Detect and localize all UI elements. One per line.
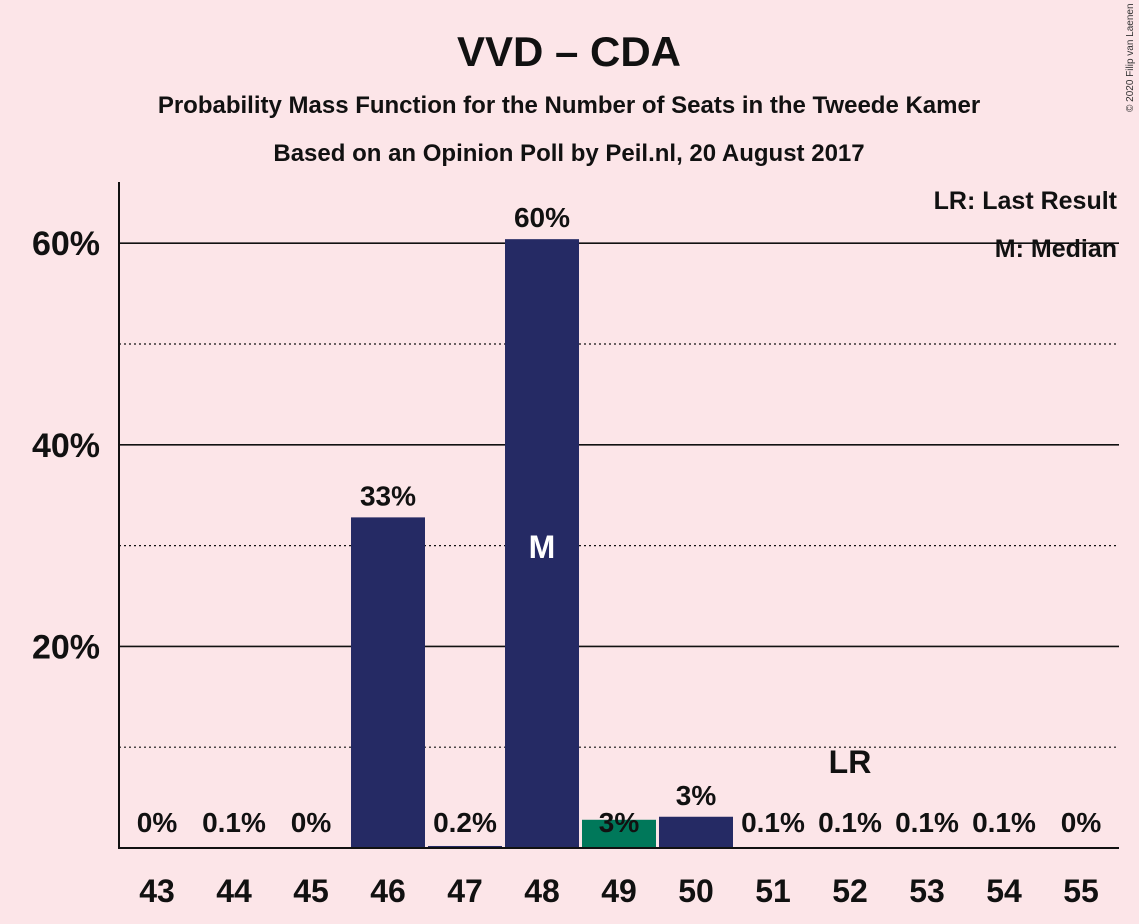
x-tick-label-50: 50 <box>678 873 714 909</box>
x-tick-label-44: 44 <box>216 873 252 909</box>
x-tick-label-48: 48 <box>524 873 560 909</box>
data-label-51: 0.1% <box>741 807 805 838</box>
data-label-46: 33% <box>360 480 416 511</box>
data-label-52: 0.1% <box>818 807 882 838</box>
data-label-44: 0.1% <box>202 807 266 838</box>
x-tick-label-49: 49 <box>601 873 637 909</box>
last-result-marker: LR <box>829 744 872 780</box>
bars <box>197 239 1041 849</box>
x-tick-label-47: 47 <box>447 873 483 909</box>
y-tick-label: 40% <box>32 427 100 465</box>
x-axis-ticks: 43 44 45 46 47 48 49 50 51 52 53 54 55 <box>139 873 1099 909</box>
x-tick-label-46: 46 <box>370 873 406 909</box>
data-label-45: 0% <box>291 807 332 838</box>
x-tick-label-43: 43 <box>139 873 175 909</box>
x-tick-label-53: 53 <box>909 873 945 909</box>
data-label-54: 0.1% <box>972 807 1036 838</box>
x-tick-label-52: 52 <box>832 873 868 909</box>
data-label-47: 0.2% <box>433 807 497 838</box>
bar-49 <box>582 819 656 848</box>
bar-50 <box>659 816 733 848</box>
median-marker: M <box>529 529 556 565</box>
bar-46 <box>351 517 425 848</box>
y-tick-label: 60% <box>32 225 100 263</box>
bar-48 <box>505 239 579 849</box>
chart-title: VVD – CDA <box>457 28 681 75</box>
x-tick-label-55: 55 <box>1063 873 1099 909</box>
x-tick-label-51: 51 <box>755 873 791 909</box>
data-label-43: 0% <box>137 807 178 838</box>
data-label-53: 0.1% <box>895 807 959 838</box>
markers: M LR <box>529 529 872 780</box>
data-label-50: 3% <box>676 780 717 811</box>
x-tick-label-45: 45 <box>293 873 329 909</box>
y-axis-ticks: 20% 40% 60% <box>32 225 100 666</box>
copyright-note: © 2020 Filip van Laenen <box>1125 3 1136 112</box>
data-label-55: 0% <box>1061 807 1102 838</box>
legend-median: M: Median <box>995 235 1117 263</box>
data-label-48: 60% <box>514 202 570 233</box>
y-tick-label: 20% <box>32 628 100 666</box>
data-labels: 0% 0.1% 0% 33% 0.2% 60% 3% 3% 0.1% 0.1% 0.1% 0.1% 0% <box>137 202 1102 838</box>
data-label-49: 3% <box>599 807 640 838</box>
gridlines <box>119 242 1119 748</box>
bar-47 <box>428 845 502 848</box>
chart-subtitle: Probability Mass Function for the Number… <box>158 92 980 119</box>
chart-subtitle-source: Based on an Opinion Poll by Peil.nl, 20 … <box>273 140 864 167</box>
x-tick-label-54: 54 <box>986 873 1022 909</box>
legend-last-result: LR: Last Result <box>934 187 1118 215</box>
